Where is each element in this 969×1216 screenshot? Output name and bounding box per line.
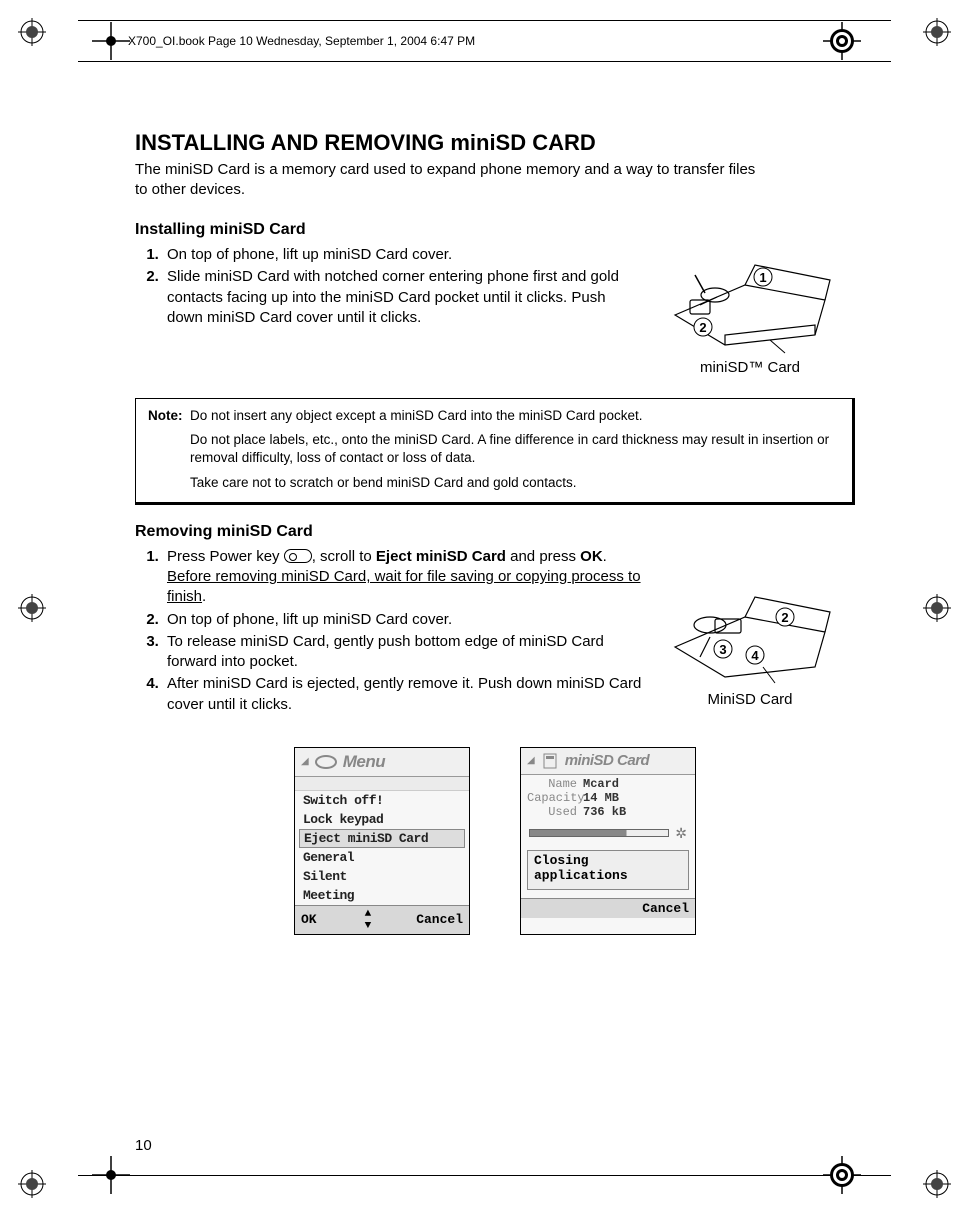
used-value: 736 kB [583, 805, 626, 819]
menu-logo-icon [315, 754, 337, 770]
svg-text:2: 2 [699, 320, 706, 335]
used-label: Used [527, 805, 583, 819]
softkey-left[interactable]: OK [301, 912, 317, 927]
remove-diagram: 2 3 4 [655, 587, 845, 687]
capacity-value: 14 MB [583, 791, 619, 805]
install-step-1: On top of phone, lift up miniSD Card cov… [163, 245, 645, 265]
reg-mark-icon [923, 18, 951, 46]
busy-icon: ✲ [675, 825, 687, 842]
target-icon [823, 1156, 861, 1194]
svg-text:4: 4 [751, 648, 759, 663]
phone-screen-menu: ◢ Menu Switch off!Lock keypadEject miniS… [294, 747, 470, 935]
signal-icon: ◢ [527, 755, 535, 766]
intro-text: The miniSD Card is a memory card used to… [135, 160, 765, 199]
softkey-right[interactable]: Cancel [416, 912, 463, 927]
note-line-1: Do not insert any object except a miniSD… [190, 407, 642, 425]
note-box: Note: Do not insert any object except a … [135, 398, 855, 505]
remove-step-1: Press Power key , scroll to Eject miniSD… [163, 547, 645, 608]
svg-text:1: 1 [759, 270, 766, 285]
running-head-bar: X700_OI.book Page 10 Wednesday, Septembe… [78, 20, 891, 62]
nav-arrows-icon: ▲▼ [365, 908, 369, 932]
menu-item[interactable]: Lock keypad [295, 810, 469, 829]
remove-step-2: On top of phone, lift up miniSD Card cov… [163, 610, 645, 630]
screen-subheader [295, 777, 469, 791]
screen-title: Menu [343, 752, 385, 772]
remove-steps: Press Power key , scroll to Eject miniSD… [135, 547, 645, 715]
install-caption: miniSD™ Card [645, 359, 855, 376]
note-line-2: Do not place labels, etc., onto the mini… [190, 431, 840, 467]
install-diagram: 1 2 [655, 245, 845, 355]
reg-mark-icon [18, 18, 46, 46]
target-icon [823, 22, 861, 60]
menu-list: Switch off!Lock keypadEject miniSD CardG… [295, 791, 469, 905]
menu-item[interactable]: Meeting [295, 886, 469, 905]
install-step-2: Slide miniSD Card with notched corner en… [163, 267, 645, 328]
reg-mark-icon [923, 594, 951, 622]
remove-heading: Removing miniSD Card [135, 523, 855, 541]
screen-title: miniSD Card [565, 752, 650, 769]
name-label: Name [527, 777, 583, 791]
reg-mark-icon [18, 1170, 46, 1198]
menu-item[interactable]: Silent [295, 867, 469, 886]
capacity-label: Capacity [527, 791, 583, 805]
crosshair-icon [92, 22, 130, 60]
note-label: Note [148, 408, 178, 423]
remove-step-4: After miniSD Card is ejected, gently rem… [163, 674, 645, 715]
menu-item[interactable]: General [295, 848, 469, 867]
running-head-text: X700_OI.book Page 10 Wednesday, Septembe… [128, 34, 475, 48]
sd-card-icon [541, 752, 559, 770]
install-steps: On top of phone, lift up miniSD Card cov… [135, 245, 645, 328]
progress-bar [529, 829, 669, 837]
svg-text:3: 3 [719, 642, 726, 657]
svg-text:2: 2 [781, 610, 788, 625]
power-key-icon [284, 549, 312, 563]
page-title: INSTALLING AND REMOVING miniSD CARD [135, 130, 855, 156]
menu-item[interactable]: Switch off! [295, 791, 469, 810]
crosshair-icon [92, 1156, 130, 1194]
softkey-right[interactable]: Cancel [642, 901, 689, 916]
menu-item[interactable]: Eject miniSD Card [299, 829, 465, 848]
footer-separator [78, 1175, 891, 1176]
remove-step-3: To release miniSD Card, gently push bott… [163, 632, 645, 673]
closing-message: Closing applications [527, 850, 689, 890]
page-number: 10 [135, 1137, 152, 1154]
signal-icon: ◢ [301, 756, 309, 767]
note-line-3: Take care not to scratch or bend miniSD … [190, 474, 840, 492]
name-value: Mcard [583, 777, 619, 791]
reg-mark-icon [18, 594, 46, 622]
phone-screen-sdcard: ◢ miniSD Card NameMcard Capacity14 MB Us… [520, 747, 696, 935]
remove-caption: MiniSD Card [645, 691, 855, 708]
reg-mark-icon [923, 1170, 951, 1198]
install-heading: Installing miniSD Card [135, 221, 855, 239]
